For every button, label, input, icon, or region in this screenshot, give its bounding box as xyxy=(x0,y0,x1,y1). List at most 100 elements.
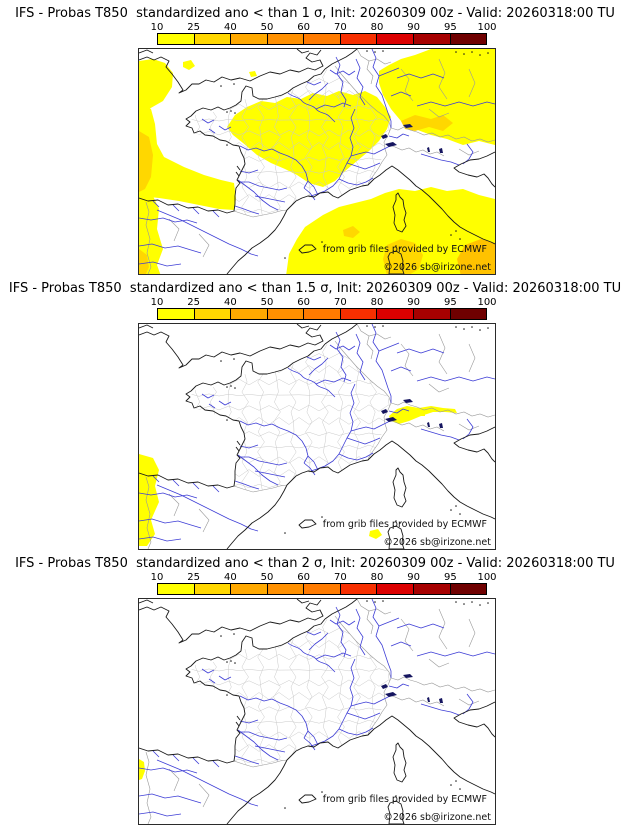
attribution-copyright: ©2026 sb@irizone.net xyxy=(383,262,491,273)
colorbar-segment xyxy=(304,309,341,319)
colorbar-tick: 90 xyxy=(407,297,421,308)
colorbar-segment xyxy=(450,309,487,319)
colorbar-ticks: 10 25 40 50 60 70 80 90 95 100 xyxy=(151,297,497,308)
colorbar-segment xyxy=(194,584,232,594)
colorbar-tick: 90 xyxy=(407,22,421,33)
colorbar-segment xyxy=(267,309,305,319)
colorbar-segment xyxy=(231,309,268,319)
rivers-layer xyxy=(139,49,495,267)
colorbar-segments xyxy=(157,308,487,320)
country-borders-layer xyxy=(145,324,495,549)
islands-layer xyxy=(220,600,489,809)
department-borders-layer xyxy=(191,616,391,767)
colorbar-tick: 10 xyxy=(150,572,164,583)
colorbar-ticks: 10 25 40 50 60 70 80 90 95 100 xyxy=(151,572,497,583)
colorbar-tick: 60 xyxy=(297,297,311,308)
colorbar-tick: 90 xyxy=(407,572,421,583)
colorbar-tick: 25 xyxy=(187,297,201,308)
colorbar-tick: 60 xyxy=(297,572,311,583)
base-map-svg: from grib files provided by ECMWF ©2026 s… xyxy=(139,324,495,549)
probability-shading-layer xyxy=(139,49,495,274)
colorbar-segment xyxy=(450,584,487,594)
colorbar-tick: 100 xyxy=(477,22,497,33)
colorbar-segment xyxy=(340,34,378,44)
colorbar-tick: 25 xyxy=(187,22,201,33)
colorbar-segment xyxy=(267,584,305,594)
colorbar-segment xyxy=(158,584,195,594)
colorbar-tick: 80 xyxy=(370,572,384,583)
colorbar: 10 25 40 50 60 70 80 90 95 100 xyxy=(151,297,497,320)
panel-sigma-2: IFS - Probas T850 standardized ano < tha… xyxy=(0,550,630,825)
colorbar-segment xyxy=(340,584,378,594)
colorbar: 10 25 40 50 60 70 80 90 95 100 xyxy=(151,572,497,595)
coastlines-layer xyxy=(139,49,495,274)
colorbar-segment xyxy=(377,34,414,44)
panel-title: IFS - Probas T850 standardized ano < tha… xyxy=(8,281,622,296)
panel-title: IFS - Probas T850 standardized ano < tha… xyxy=(15,556,615,571)
panel-sigma-1-5: IFS - Probas T850 standardized ano < tha… xyxy=(0,275,630,550)
colorbar-tick: 40 xyxy=(223,297,237,308)
colorbar-segment xyxy=(267,34,305,44)
colorbar-segment xyxy=(413,309,451,319)
colorbar-tick: 50 xyxy=(260,572,274,583)
colorbar-tick: 50 xyxy=(260,297,274,308)
colorbar-tick: 100 xyxy=(477,297,497,308)
colorbar: 10 25 40 50 60 70 80 90 95 100 xyxy=(151,22,497,45)
map-frame: from grib files provided by ECMWF ©2026 s… xyxy=(138,323,496,550)
colorbar-tick: 100 xyxy=(477,572,497,583)
islands-layer xyxy=(220,50,489,259)
attribution-source: from grib files provided by ECMWF xyxy=(323,794,487,805)
department-borders-layer xyxy=(191,341,391,492)
attribution-source: from grib files provided by ECMWF xyxy=(323,244,487,255)
islands-layer xyxy=(220,325,489,534)
colorbar-tick: 95 xyxy=(443,572,457,583)
colorbar-segments xyxy=(157,583,487,595)
colorbar-tick: 70 xyxy=(333,572,347,583)
colorbar-segment xyxy=(231,34,268,44)
colorbar-segment xyxy=(377,309,414,319)
map-frame: from grib files provided by ECMWF ©2026 s… xyxy=(138,48,496,275)
colorbar-segment xyxy=(304,584,341,594)
colorbar-segment xyxy=(413,584,451,594)
colorbar-segment xyxy=(158,309,195,319)
colorbar-tick: 10 xyxy=(150,297,164,308)
base-map-svg: from grib files provided by ECMWF ©2026 s… xyxy=(139,49,495,274)
colorbar-tick: 40 xyxy=(223,22,237,33)
coastlines-layer xyxy=(139,324,495,549)
probability-shading-layer xyxy=(139,759,145,780)
colorbar-tick: 10 xyxy=(150,22,164,33)
rivers-layer xyxy=(139,324,495,542)
base-map-svg: from grib files provided by ECMWF ©2026 s… xyxy=(139,599,495,824)
map-frame: from grib files provided by ECMWF ©2026 s… xyxy=(138,598,496,825)
colorbar-segment xyxy=(413,34,451,44)
colorbar-segment xyxy=(340,309,378,319)
colorbar-tick: 70 xyxy=(333,22,347,33)
colorbar-segments xyxy=(157,33,487,45)
colorbar-tick: 70 xyxy=(333,297,347,308)
colorbar-tick: 50 xyxy=(260,22,274,33)
colorbar-tick: 80 xyxy=(370,297,384,308)
lakes-layer xyxy=(381,674,443,703)
attribution-source: from grib files provided by ECMWF xyxy=(323,519,487,530)
lakes-layer xyxy=(381,124,443,153)
colorbar-segment xyxy=(304,34,341,44)
colorbar-tick: 95 xyxy=(443,297,457,308)
rivers-layer xyxy=(139,599,495,817)
lakes-layer xyxy=(381,399,443,428)
colorbar-segment xyxy=(158,34,195,44)
colorbar-segment xyxy=(194,309,232,319)
colorbar-segment xyxy=(194,34,232,44)
colorbar-segment xyxy=(377,584,414,594)
coastlines-layer xyxy=(139,599,495,824)
colorbar-segment xyxy=(450,34,487,44)
colorbar-tick: 95 xyxy=(443,22,457,33)
colorbar-ticks: 10 25 40 50 60 70 80 90 95 100 xyxy=(151,22,497,33)
panel-title: IFS - Probas T850 standardized ano < tha… xyxy=(15,6,615,21)
panel-sigma-1: IFS - Probas T850 standardized ano < tha… xyxy=(0,0,630,275)
colorbar-segment xyxy=(231,584,268,594)
colorbar-tick: 80 xyxy=(370,22,384,33)
colorbar-tick: 60 xyxy=(297,22,311,33)
colorbar-tick: 40 xyxy=(223,572,237,583)
attribution-copyright: ©2026 sb@irizone.net xyxy=(383,812,491,823)
